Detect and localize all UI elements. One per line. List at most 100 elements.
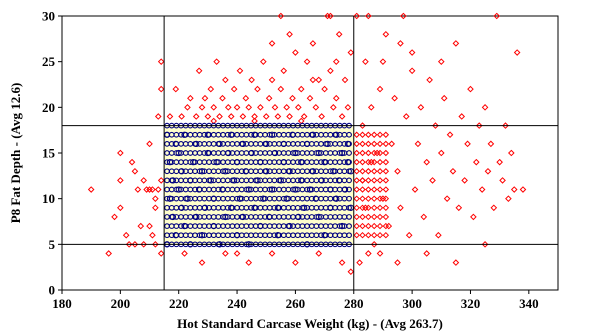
data-point-outside-spec [370, 131, 378, 138]
data-point-outside-spec [117, 204, 124, 212]
data-point-outside-spec [510, 186, 518, 193]
x-tick-label: 240 [227, 296, 247, 311]
data-point-outside-spec [236, 67, 244, 75]
data-point-outside-spec [149, 186, 156, 193]
data-point-outside-spec [134, 186, 142, 193]
x-tick-label: 280 [344, 296, 364, 311]
data-point-outside-spec [222, 250, 229, 257]
data-point-within-spec [315, 213, 322, 221]
data-point-outside-spec [481, 241, 489, 248]
data-point-outside-spec [327, 67, 334, 75]
data-point-outside-spec [493, 12, 501, 20]
data-point-within-spec [228, 131, 235, 138]
data-point-outside-spec [257, 104, 264, 111]
data-point-outside-spec [376, 222, 384, 230]
data-point-outside-spec [283, 104, 290, 111]
data-point-outside-spec [382, 140, 390, 148]
data-point-outside-spec [274, 113, 282, 120]
data-point-outside-spec [359, 122, 366, 129]
data-point-outside-spec [184, 104, 191, 111]
data-point-within-spec [268, 131, 276, 138]
data-point-outside-spec [365, 231, 372, 239]
x-tick-label: 220 [169, 296, 189, 311]
data-point-outside-spec [117, 177, 124, 184]
data-point-outside-spec [376, 131, 384, 138]
data-point-within-spec [236, 195, 244, 202]
data-point-within-spec [169, 177, 177, 184]
data-point-outside-spec [219, 94, 226, 102]
data-point-outside-spec [365, 12, 372, 20]
x-tick-label: 260 [286, 296, 306, 311]
data-point-within-spec [346, 214, 352, 220]
data-point-outside-spec [365, 213, 372, 221]
data-point-within-spec [295, 213, 302, 221]
data-point-outside-spec [265, 94, 273, 102]
data-point-within-spec [181, 222, 188, 230]
data-point-within-spec [233, 158, 241, 166]
data-point-within-spec [204, 131, 212, 138]
data-point-outside-spec [370, 140, 378, 148]
data-point-within-spec [263, 140, 270, 148]
data-point-within-spec [172, 140, 179, 148]
data-point-outside-spec [187, 94, 194, 102]
data-point-within-spec [346, 223, 352, 229]
data-point-within-spec [298, 158, 305, 166]
data-point-outside-spec [452, 259, 460, 266]
data-point-outside-spec [376, 85, 384, 93]
data-point-outside-spec [484, 167, 492, 175]
data-point-within-spec [263, 168, 270, 175]
data-point-outside-spec [513, 49, 521, 56]
data-point-outside-spec [152, 204, 159, 212]
data-point-outside-spec [295, 104, 302, 111]
data-point-outside-spec [458, 113, 466, 120]
data-point-outside-spec [353, 12, 360, 20]
data-point-outside-spec [370, 177, 378, 184]
data-point-outside-spec [157, 177, 165, 184]
data-point-outside-spec [382, 186, 390, 193]
data-point-outside-spec [370, 222, 378, 230]
data-point-within-spec [346, 150, 352, 156]
data-point-outside-spec [376, 149, 384, 157]
data-point-outside-spec [359, 149, 366, 157]
data-point-outside-spec [341, 76, 349, 84]
data-point-outside-spec [330, 104, 337, 111]
data-point-outside-spec [359, 131, 366, 138]
data-point-outside-spec [128, 158, 136, 166]
data-point-outside-spec [382, 204, 390, 212]
data-point-within-spec [346, 232, 352, 239]
data-point-within-spec [198, 232, 206, 239]
data-point-outside-spec [309, 40, 317, 47]
y-tick-label: 5 [49, 237, 56, 252]
data-point-outside-spec [207, 85, 215, 93]
data-point-outside-spec [181, 250, 188, 257]
data-point-within-spec [169, 213, 177, 221]
data-point-outside-spec [198, 104, 206, 111]
data-point-within-spec [187, 177, 194, 184]
data-point-within-spec [280, 158, 287, 166]
data-point-outside-spec [359, 158, 366, 166]
data-point-outside-spec [300, 113, 308, 120]
data-point-within-spec [289, 131, 296, 138]
y-tick-label: 15 [42, 146, 56, 161]
data-point-outside-spec [382, 231, 390, 239]
data-point-outside-spec [286, 113, 293, 120]
data-point-within-spec [286, 168, 293, 175]
data-point-within-spec [210, 222, 217, 230]
data-point-within-spec [198, 168, 206, 175]
data-point-within-spec [333, 195, 340, 202]
data-point-outside-spec [315, 76, 323, 84]
data-point-outside-spec [327, 12, 334, 20]
data-point-within-spec [321, 158, 328, 166]
data-point-within-spec [260, 195, 267, 202]
data-point-within-spec [251, 204, 258, 211]
data-point-outside-spec [347, 49, 355, 56]
data-point-outside-spec [338, 259, 346, 266]
data-point-outside-spec [321, 85, 328, 93]
data-point-outside-spec [452, 40, 460, 47]
data-point-outside-spec [309, 76, 317, 84]
data-point-within-spec [346, 131, 352, 138]
data-point-outside-spec [213, 58, 220, 65]
data-point-within-spec [346, 177, 352, 184]
data-point-outside-spec [365, 168, 372, 175]
